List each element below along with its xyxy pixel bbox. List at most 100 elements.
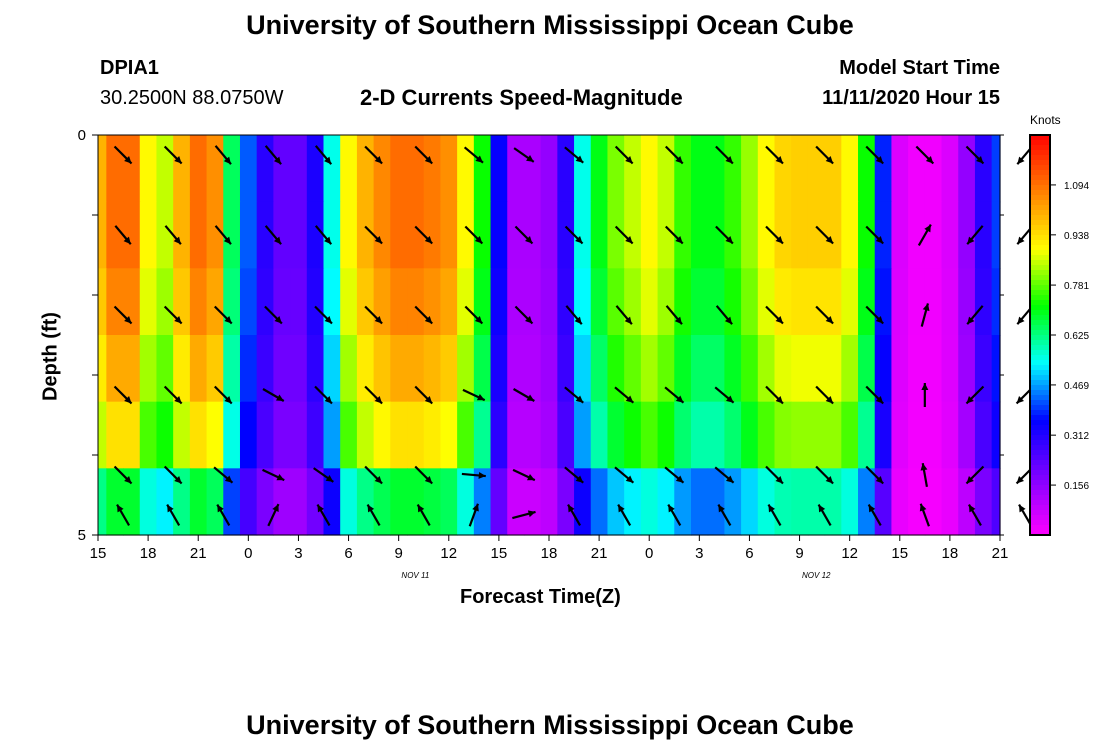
heatmap-cell	[473, 468, 492, 536]
vector-head	[124, 156, 132, 164]
heatmap-cell	[674, 268, 692, 336]
heatmap-cell	[858, 401, 876, 469]
x-tick-label: 18	[942, 545, 959, 562]
vector-head	[875, 316, 884, 324]
heatmap-cell	[991, 401, 1001, 469]
vector-head	[526, 473, 535, 481]
current-vector	[664, 466, 685, 484]
vector-head	[976, 156, 984, 164]
colorbar-swatch	[1030, 410, 1050, 416]
vector-head	[224, 396, 232, 404]
heatmap-cell	[423, 135, 442, 203]
vector-head	[367, 504, 375, 513]
heatmap-cell	[958, 335, 976, 403]
current-vector	[262, 468, 285, 482]
heatmap-cell	[624, 468, 642, 536]
current-vector	[512, 468, 536, 482]
heatmap-cell	[958, 401, 976, 469]
colorbar-swatch	[1030, 220, 1050, 226]
heatmap-cell	[356, 401, 375, 469]
heatmap-cell	[139, 268, 158, 336]
colorbar-swatch	[1030, 465, 1050, 471]
heatmap-cell	[440, 335, 458, 403]
heatmap-cell	[891, 201, 909, 269]
heatmap-cell	[206, 401, 224, 469]
current-vector	[765, 385, 784, 405]
current-vector	[213, 466, 234, 484]
heatmap-cell	[256, 401, 274, 469]
heatmap-cell	[473, 135, 492, 203]
heatmap-cell	[306, 135, 325, 203]
colorbar-swatch	[1030, 285, 1050, 291]
vector-head	[967, 316, 975, 325]
heatmap-cell	[974, 335, 993, 403]
colorbar-swatch	[1030, 270, 1050, 276]
x-tick-label: 9	[795, 545, 803, 562]
station-id: DPIA1	[100, 57, 159, 79]
vector-head	[273, 236, 282, 245]
heatmap-cell	[958, 135, 976, 203]
current-vector	[267, 503, 280, 527]
heatmap-cell	[323, 401, 341, 469]
heatmap-cell	[323, 135, 341, 203]
heatmap-cell	[139, 335, 158, 403]
heatmap-cell	[523, 335, 542, 403]
colorbar-swatch	[1030, 250, 1050, 256]
heatmap-cell	[891, 335, 909, 403]
colorbar-unit: Knots	[1030, 113, 1061, 127]
colorbar-swatch	[1030, 135, 1050, 141]
vector-head	[417, 504, 425, 513]
heatmap-cell	[490, 268, 508, 336]
colorbar-swatch	[1030, 275, 1050, 281]
heatmap-cell	[741, 268, 759, 336]
heatmap-cell	[540, 135, 558, 203]
heatmap-cell	[858, 335, 876, 403]
colorbar-swatch	[1030, 255, 1050, 261]
vector-head	[775, 316, 783, 324]
heatmap-cell	[223, 201, 241, 269]
heatmap-cell	[106, 468, 124, 536]
colorbar-swatch	[1030, 335, 1050, 341]
heatmap-cell	[974, 135, 993, 203]
heatmap-cell	[891, 268, 909, 336]
current-vector	[865, 225, 884, 245]
heatmap-cell	[273, 335, 291, 403]
heatmap-cell	[206, 335, 224, 403]
heatmap-cell	[974, 468, 993, 536]
heatmap-cell	[657, 335, 675, 403]
vector-head	[668, 504, 675, 513]
vector-head	[775, 476, 783, 484]
colorbar-swatch	[1030, 375, 1050, 381]
current-vector	[316, 504, 331, 526]
heatmap-cells	[98, 135, 1001, 536]
vector-head	[474, 236, 483, 244]
current-vector	[865, 385, 884, 405]
colorbar-tick-label: 0.156	[1064, 481, 1089, 492]
colorbar-tick-label: 0.781	[1064, 281, 1089, 292]
date-label: NOV 11	[401, 571, 429, 580]
vector-head	[625, 475, 634, 483]
colorbar-swatch	[1030, 230, 1050, 236]
heatmap-cell	[724, 268, 742, 336]
heatmap-cell	[858, 135, 876, 203]
heatmap-cell	[239, 268, 258, 336]
vector-head	[919, 503, 927, 512]
current-vector	[815, 385, 834, 405]
colorbar-swatch	[1030, 380, 1050, 386]
x-tick-label: 18	[140, 545, 157, 562]
heatmap-cell	[791, 201, 809, 269]
heatmap-cell	[574, 268, 592, 336]
colorbar-tick-label: 0.312	[1064, 431, 1089, 442]
heatmap-cell	[624, 401, 642, 469]
heatmap-cell	[807, 135, 826, 203]
vector-head	[124, 316, 132, 324]
x-tick-label: 15	[491, 545, 508, 562]
colorbar-swatch	[1030, 180, 1050, 186]
vector-head	[274, 316, 282, 324]
colorbar-swatch	[1030, 415, 1050, 421]
heatmap-cell	[807, 268, 826, 336]
heatmap-cell	[624, 135, 642, 203]
heatmap-cell	[98, 401, 107, 469]
vector-head	[966, 396, 974, 404]
heatmap-cell	[824, 268, 842, 336]
